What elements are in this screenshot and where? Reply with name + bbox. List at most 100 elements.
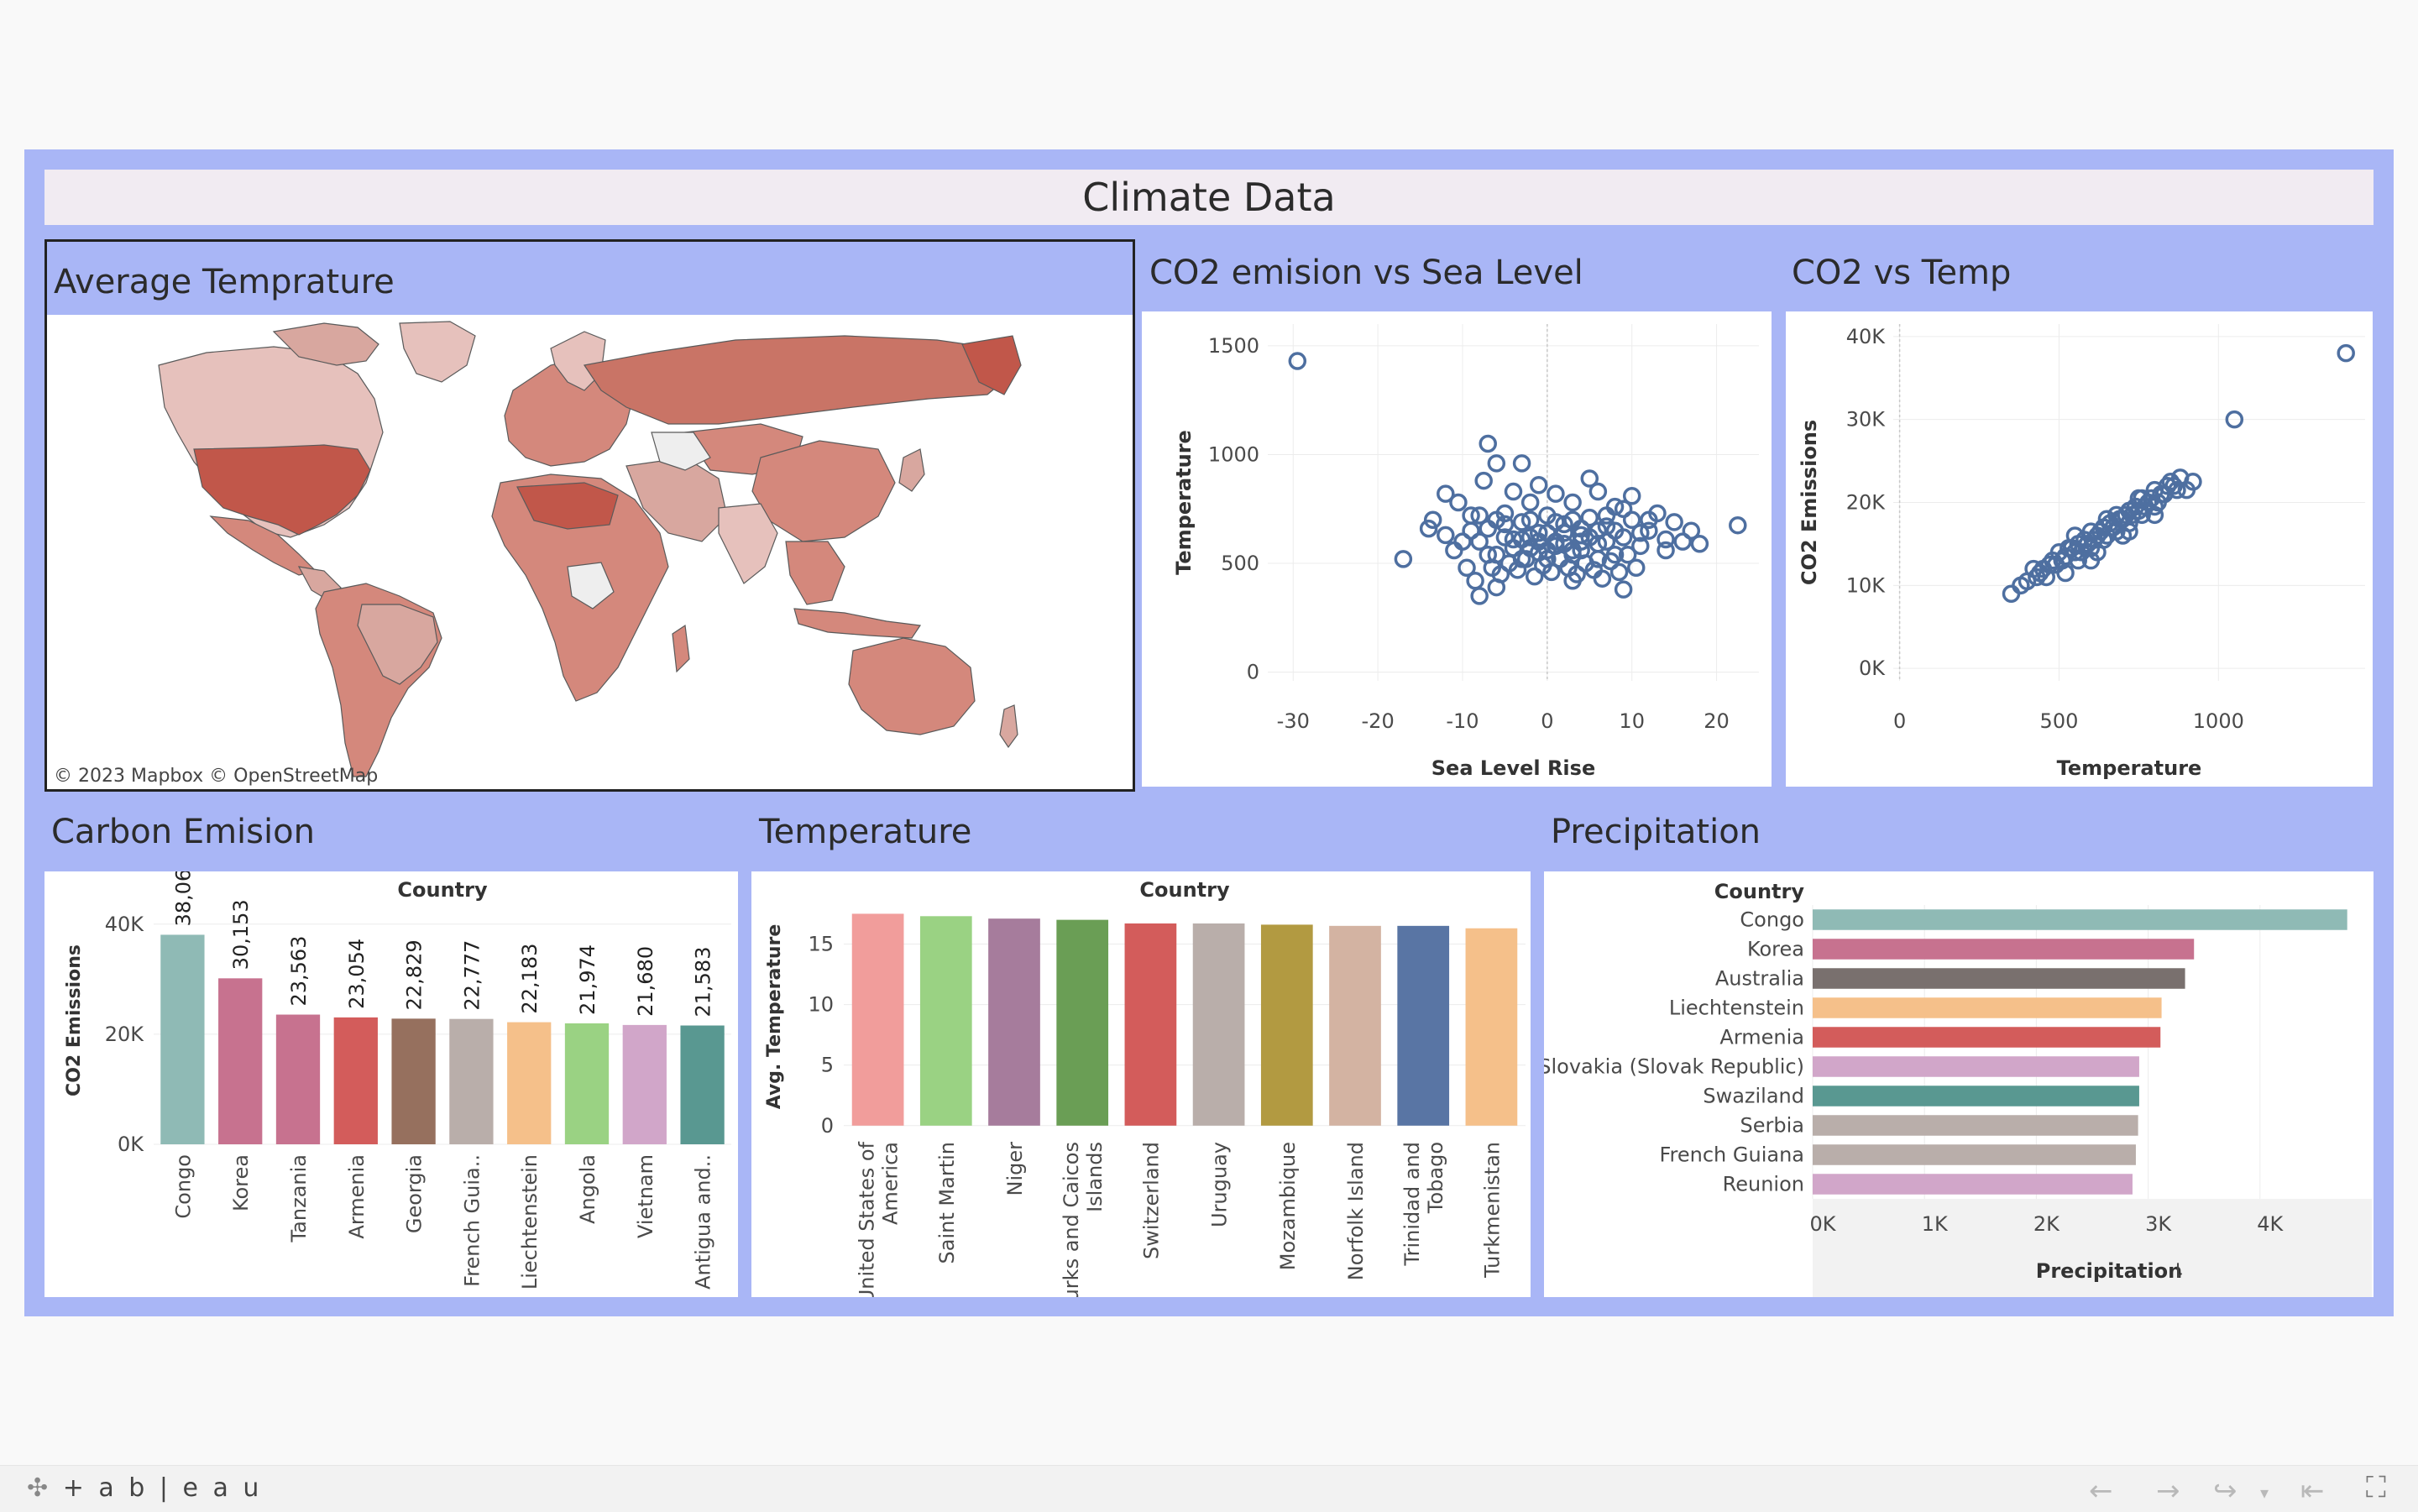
carbon-panel[interactable]: 0K 20K 40K Country CO2 Emissions 38,068 Congo 3… (44, 855, 738, 1297)
bar (333, 1017, 378, 1144)
bar (449, 1018, 494, 1144)
scatter-point (1504, 482, 1523, 501)
precip-chart[interactable]: 0K 1K 2K 3K 4K Country Precipitation⇂ Congo Kore… (1538, 871, 2374, 1297)
scatter-point (1563, 572, 1582, 590)
scatter-point (1555, 524, 1573, 542)
x-tick-label: 0 (1893, 709, 1906, 733)
revert-icon[interactable]: ↪ (2213, 1474, 2237, 1508)
bar (564, 1023, 610, 1144)
precip-title: Precipitation (1551, 813, 1761, 851)
scatter-point (1563, 493, 1582, 512)
sort-icon: ⇂ (2169, 1259, 2186, 1283)
bar (680, 1025, 725, 1144)
revert-dropdown-icon[interactable]: ▾ (2260, 1483, 2269, 1503)
bar-value-label: 21,680 (634, 946, 657, 1017)
scatter-point (1495, 515, 1515, 534)
undo-icon[interactable]: ← (2089, 1474, 2113, 1508)
reset-icon[interactable]: ⇤ (2300, 1474, 2325, 1508)
fullscreen-icon[interactable]: ⛶ (2366, 1471, 2386, 1504)
bar (1813, 909, 2347, 930)
x-tick-label: 0 (1541, 709, 1553, 733)
x-tick-label: Antigua and.. (692, 1154, 715, 1290)
x-axis-title: Temperature (2057, 756, 2202, 780)
scatter-point (1597, 532, 1616, 551)
y-tick-label: 0 (821, 1114, 834, 1138)
y-tick-label: Reunion (1723, 1173, 1804, 1196)
scatter-point (1547, 536, 1565, 556)
co2-temp-panel[interactable]: 0K 10K 20K 30K 40K 0 500 1000 Temperature CO2 Emi… (1786, 311, 2373, 787)
scatter-point (1597, 506, 1616, 525)
scatter-point (2145, 497, 2164, 516)
world-map[interactable]: © 2023 Mapbox © OpenStreetMap (47, 315, 1133, 789)
co2-sea-chart[interactable]: 0 500 1000 1500 -30 -20 -10 0 10 20 Sea Level Rise… (1142, 311, 1772, 787)
scatter-point (1622, 510, 1641, 529)
scatter-point (1609, 562, 1629, 582)
dashboard: Climate Data Average Temprature (24, 149, 2394, 1316)
scatter-point (2148, 493, 2167, 512)
scatter-point (1593, 569, 1612, 588)
redo-icon[interactable]: → (2156, 1474, 2180, 1508)
x-tick-label: 500 (2040, 709, 2079, 733)
y-tick-label: 40K (1846, 325, 1887, 348)
scatter-point (1605, 521, 1625, 540)
y-tick-label: Serbia (1740, 1114, 1804, 1138)
x-tick-label: 3K (2145, 1212, 2172, 1236)
x-tick-label: 20 (1704, 709, 1730, 733)
scatter-point (2161, 473, 2180, 491)
x-tick-label: Trinidad and (1400, 1142, 1424, 1267)
scatter-point (1547, 484, 1565, 503)
x-tick-label: Turkmenistan (1480, 1142, 1504, 1279)
scatter-point (1423, 510, 1442, 529)
scatter-point (1474, 471, 1493, 490)
scatter-point (1487, 510, 1506, 529)
bar (1056, 919, 1109, 1126)
co2-temp-chart[interactable]: 0K 10K 20K 30K 40K 0 500 1000 Temperature CO2 Emi… (1786, 311, 2373, 787)
scatter-point (1614, 580, 1633, 599)
scatter-point (2123, 505, 2142, 525)
tableau-logo[interactable]: ✣ + a b | e a u (27, 1473, 262, 1503)
bar-value-label: 21,974 (576, 944, 599, 1015)
scatter-point (1588, 550, 1608, 568)
bar-value-label: 22,183 (518, 944, 542, 1014)
scatter-point (2129, 489, 2148, 508)
x-tick-label: Angola (576, 1154, 599, 1224)
temperature-panel[interactable]: 0 5 10 15 Country Avg. Temperature United Stat… (751, 871, 1531, 1311)
carbon-chart[interactable]: 0K 20K 40K Country CO2 Emissions 38,068 Congo 3… (44, 855, 738, 1297)
x-tick-label: Niger (1003, 1142, 1027, 1196)
x-axis-title: Sea Level Rise (1431, 756, 1595, 780)
scatter-point (1622, 486, 1641, 505)
map-region-japan (898, 448, 925, 492)
scatter-point (2225, 410, 2244, 429)
scatter-point (1690, 534, 1709, 553)
y-tick-label: French Guiana (1659, 1143, 1804, 1167)
temperature-chart[interactable]: 0 5 10 15 Country Avg. Temperature United Stat… (751, 871, 1531, 1311)
y-tick-label: 0K (118, 1133, 144, 1156)
map-panel[interactable]: Average Temprature (44, 239, 1135, 792)
bar (218, 978, 263, 1144)
co2-sea-panel[interactable]: 0 500 1000 1500 -30 -20 -10 0 10 20 Sea Level Rise… (1142, 311, 1772, 787)
scatter-point (1530, 543, 1548, 562)
bar (1813, 1086, 2139, 1107)
scatter-point (1508, 561, 1527, 579)
y-tick-label: Swaziland (1703, 1085, 1804, 1108)
scatter-point (1729, 515, 1747, 535)
scatter-point (2002, 584, 2021, 603)
bar (1329, 925, 1381, 1126)
scatter-point (1530, 476, 1548, 494)
tableau-footer: ✣ + a b | e a u ← → ↪ ▾ ⇤ ⛶ (0, 1465, 2418, 1512)
x-tick-label: Turks and Caicos (1060, 1142, 1083, 1297)
y-tick-label: Slovakia (Slovak Republic) (1544, 1055, 1804, 1079)
scatter-point (1665, 513, 1683, 531)
scatter-point (2337, 343, 2355, 363)
y-tick-label: 30K (1846, 408, 1887, 432)
x-tick-label: Korea (229, 1154, 253, 1211)
scatter-point (1449, 493, 1468, 512)
x-axis-title: Precipitation (2036, 1259, 2183, 1283)
scatter-point (1479, 545, 1497, 564)
bar (1465, 928, 1518, 1126)
scatter-point (1437, 526, 1455, 545)
bar (988, 918, 1040, 1126)
precip-panel[interactable]: 0K 1K 2K 3K 4K Country Precipitation ⇂ Congo Kore… (1538, 871, 2374, 1297)
x-tick-label: -30 (1277, 709, 1310, 733)
y-tick-label: Congo (1740, 908, 1804, 932)
